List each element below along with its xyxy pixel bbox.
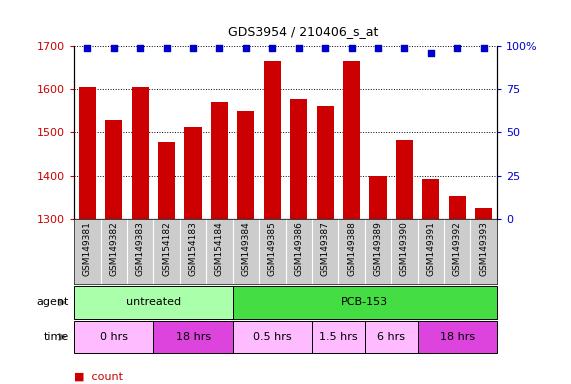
Text: GSM149386: GSM149386 <box>294 221 303 276</box>
Text: GSM149390: GSM149390 <box>400 221 409 276</box>
Text: GSM149389: GSM149389 <box>373 221 383 276</box>
Text: GSM149393: GSM149393 <box>479 221 488 276</box>
Point <box>400 45 409 51</box>
Text: GSM149391: GSM149391 <box>426 221 435 276</box>
Bar <box>290 99 307 219</box>
Point <box>347 45 356 51</box>
Point <box>242 45 251 51</box>
Point <box>294 45 303 51</box>
Point <box>479 45 488 51</box>
Bar <box>154 321 233 353</box>
Bar <box>422 179 439 219</box>
Text: GSM149382: GSM149382 <box>109 221 118 276</box>
Point <box>188 45 198 51</box>
Text: agent: agent <box>36 297 69 308</box>
Point <box>426 50 435 56</box>
Bar <box>449 195 466 219</box>
Text: GSM149384: GSM149384 <box>242 221 251 276</box>
Bar <box>233 321 312 353</box>
Text: GSM149388: GSM149388 <box>347 221 356 276</box>
Text: GDS3954 / 210406_s_at: GDS3954 / 210406_s_at <box>228 25 379 38</box>
Bar <box>396 140 413 219</box>
Text: untreated: untreated <box>126 297 181 308</box>
Bar <box>264 61 281 219</box>
Text: PCB-153: PCB-153 <box>341 297 388 308</box>
Text: GSM154183: GSM154183 <box>188 221 198 276</box>
Bar <box>74 321 154 353</box>
Text: GSM149381: GSM149381 <box>83 221 92 276</box>
Text: ■  count: ■ count <box>74 372 123 382</box>
Bar <box>369 176 387 219</box>
Bar <box>211 102 228 219</box>
Bar <box>343 61 360 219</box>
Bar <box>158 142 175 219</box>
Bar <box>184 127 202 219</box>
Point <box>162 45 171 51</box>
Point <box>136 45 145 51</box>
Bar <box>475 208 492 219</box>
Text: GSM149383: GSM149383 <box>136 221 145 276</box>
Bar <box>132 87 149 219</box>
Bar <box>312 321 365 353</box>
Text: 6 hrs: 6 hrs <box>377 332 405 342</box>
Point <box>320 45 329 51</box>
Point <box>453 45 462 51</box>
Text: 18 hrs: 18 hrs <box>440 332 475 342</box>
Bar <box>79 87 96 219</box>
Point <box>373 45 383 51</box>
Bar <box>365 321 417 353</box>
Text: time: time <box>43 332 69 342</box>
Text: GSM149385: GSM149385 <box>268 221 277 276</box>
Point <box>268 45 277 51</box>
Point <box>83 45 92 51</box>
Bar <box>105 121 122 219</box>
Text: 0 hrs: 0 hrs <box>100 332 128 342</box>
Text: 18 hrs: 18 hrs <box>175 332 211 342</box>
Text: GSM149387: GSM149387 <box>320 221 329 276</box>
Point <box>109 45 118 51</box>
Text: 1.5 hrs: 1.5 hrs <box>319 332 357 342</box>
Bar <box>316 106 333 219</box>
Point <box>215 45 224 51</box>
Bar <box>233 286 497 319</box>
Bar <box>238 111 255 219</box>
Text: 0.5 hrs: 0.5 hrs <box>253 332 292 342</box>
Bar <box>417 321 497 353</box>
Bar <box>74 286 233 319</box>
Text: GSM154182: GSM154182 <box>162 221 171 276</box>
Text: GSM154184: GSM154184 <box>215 221 224 276</box>
Text: GSM149392: GSM149392 <box>453 221 462 276</box>
